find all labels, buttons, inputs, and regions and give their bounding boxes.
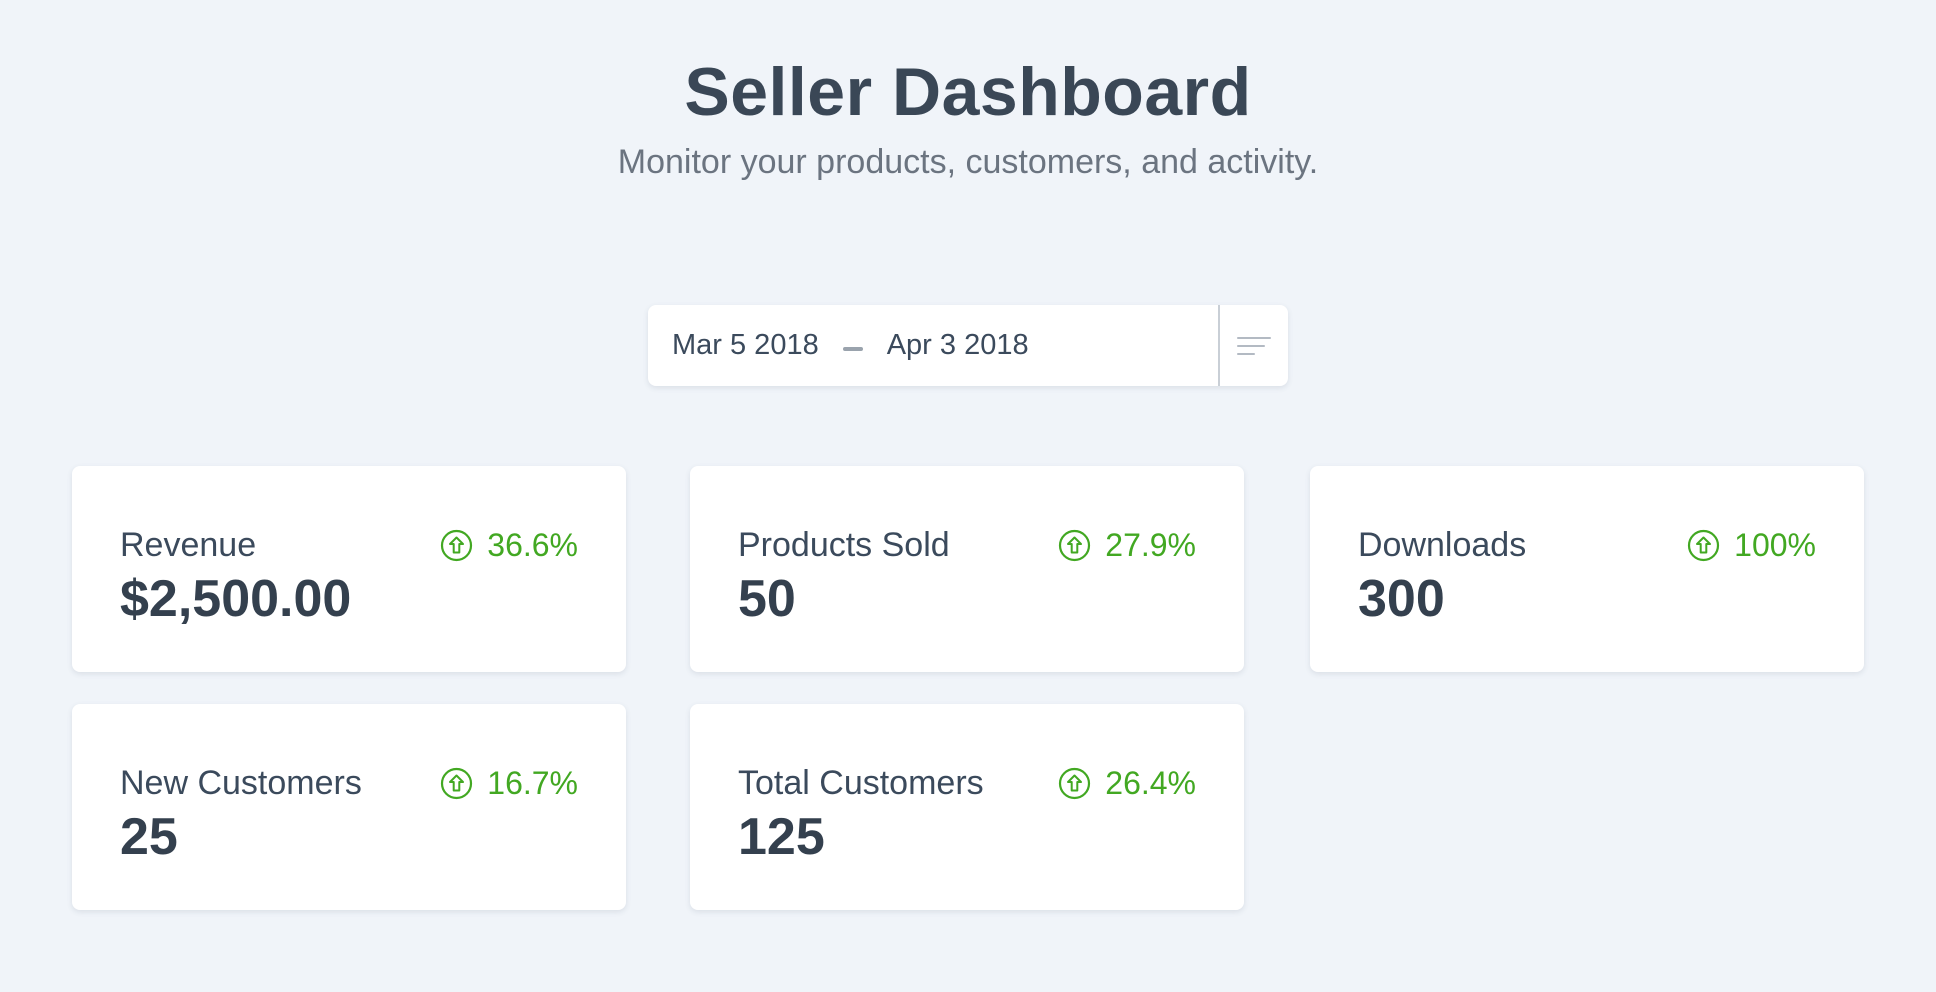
date-range-picker[interactable]: Mar 5 2018 Apr 3 2018 <box>648 305 1288 386</box>
stat-card-change-value: 27.9% <box>1105 527 1196 563</box>
page-header: Seller Dashboard Monitor your products, … <box>0 50 1936 184</box>
stat-card-label: Products Sold <box>738 526 950 564</box>
stat-card-change: 26.4% <box>1058 763 1196 803</box>
stat-card-change: 100% <box>1687 525 1816 565</box>
stat-card-change-value: 36.6% <box>487 527 578 563</box>
stat-card-value: 25 <box>120 808 178 866</box>
stat-card-products-sold: Products Sold 27.9% 50 <box>690 466 1244 672</box>
page-subtitle: Monitor your products, customers, and ac… <box>617 143 1319 181</box>
stat-card-value: 125 <box>738 808 825 866</box>
stat-card-change: 16.7% <box>440 763 578 803</box>
stat-card-label: Downloads <box>1358 526 1527 564</box>
stat-card-revenue: Revenue 36.6% $2,500.00 <box>72 466 626 672</box>
stat-card-label: New Customers <box>120 764 362 802</box>
date-filter-button[interactable] <box>1218 305 1288 386</box>
arrow-up-circle-icon <box>1059 767 1091 799</box>
stat-card-downloads: Downloads 100% 300 <box>1310 466 1864 672</box>
arrow-up-circle-icon <box>1059 529 1091 561</box>
arrow-up-circle-icon <box>441 767 473 799</box>
stat-card-change-value: 16.7% <box>487 765 578 801</box>
stat-card-change: 27.9% <box>1058 525 1196 565</box>
filter-lines-icon <box>1237 335 1271 357</box>
stat-card-change-value: 100% <box>1734 527 1816 563</box>
stat-card-new-customers: New Customers 16.7% 25 <box>72 704 626 910</box>
date-range-start[interactable]: Mar 5 2018 <box>672 329 819 361</box>
stat-card-change: 36.6% <box>440 525 578 565</box>
stat-card-value: $2,500.00 <box>120 570 352 628</box>
date-range-end[interactable]: Apr 3 2018 <box>886 329 1029 361</box>
date-range-separator <box>842 346 863 351</box>
arrow-up-circle-icon <box>441 529 473 561</box>
arrow-up-circle-icon <box>1688 529 1720 561</box>
stat-card-value: 300 <box>1358 570 1445 628</box>
stat-card-total-customers: Total Customers 26.4% 125 <box>690 704 1244 910</box>
stat-card-change-value: 26.4% <box>1105 765 1196 801</box>
page-title: Seller Dashboard <box>684 54 1252 130</box>
stat-card-value: 50 <box>738 570 796 628</box>
stat-card-label: Revenue <box>120 526 257 564</box>
stat-card-label: Total Customers <box>738 764 984 802</box>
